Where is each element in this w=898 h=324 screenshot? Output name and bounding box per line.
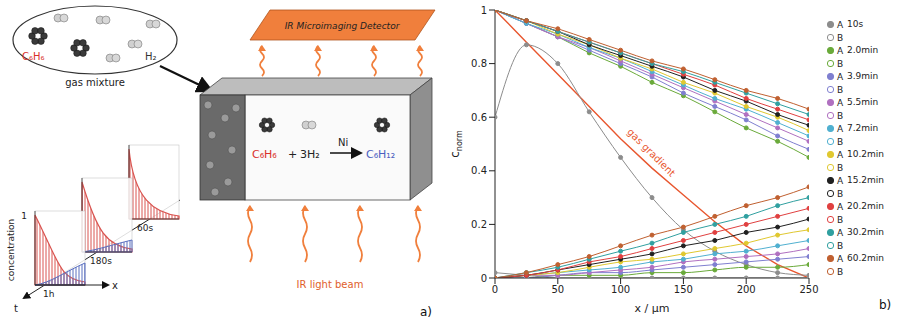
html-text:A: A [837,227,844,238]
html-text:20.2min: 20.2min [847,201,884,211]
svg-text:0: 0 [492,284,498,295]
svg-text:Ni: Ni [338,137,348,148]
html-text:A: A [837,201,844,212]
svg-text:cnorm: cnorm [448,130,464,158]
svg-text:0.6: 0.6 [471,112,487,123]
svg-text:t: t [14,303,18,314]
html-text:B: B [837,214,844,225]
html-text:30.2min: 30.2min [847,227,884,237]
svg-text:gas mixture: gas mixture [65,77,125,88]
html-text:10s: 10s [847,19,864,29]
svg-text:0.4: 0.4 [471,165,487,176]
html-text:B: B [837,110,844,121]
svg-text:1: 1 [481,5,487,16]
html-text:7.2min: 7.2min [847,123,879,133]
svg-text:H₂: H₂ [145,51,157,62]
html-text:3.9min: 3.9min [847,71,879,81]
svg-text:200: 200 [737,284,756,295]
svg-text:a): a) [420,305,432,319]
svg-text:50: 50 [551,284,564,295]
svg-text:IR Microimaging Detector: IR Microimaging Detector [285,21,401,31]
html-text:B: B [837,136,844,147]
html-text:B: B [837,58,844,69]
html-text:A: A [837,123,844,134]
html-text:60.2min: 60.2min [847,253,884,263]
html-text:B: B [837,162,844,173]
svg-text:x / µm: x / µm [635,302,670,315]
svg-text:1: 1 [21,211,27,221]
svg-text:C₆H₆: C₆H₆ [252,148,277,161]
html-text:B: B [837,188,844,199]
html-text:10.2min: 10.2min [847,149,884,159]
svg-text:60s: 60s [137,223,153,233]
html-text:B: B [837,84,844,95]
html-text:B: B [837,266,844,277]
html-text:B: B [837,240,844,251]
svg-text:100: 100 [611,284,630,295]
html-text:A: A [837,149,844,160]
svg-text:+: + [288,148,297,161]
html-text:b): b) [879,298,892,312]
svg-text:IR light beam: IR light beam [297,279,364,290]
svg-text:1h: 1h [43,289,54,299]
svg-text:0.2: 0.2 [471,219,487,230]
html-text:A: A [837,45,844,56]
svg-text:x: x [112,280,118,291]
svg-text:C₆H₆: C₆H₆ [22,51,45,62]
svg-text:gas gradient: gas gradient [625,126,677,178]
svg-text:250: 250 [799,284,818,295]
svg-text:0: 0 [481,273,487,284]
html-text:A: A [837,19,844,30]
html-text:5.5min: 5.5min [847,97,879,107]
html-text:A: A [837,97,844,108]
html-text:A: A [837,175,844,186]
svg-text:180s: 180s [90,256,112,266]
svg-text:C₆H₁₂: C₆H₁₂ [366,148,395,161]
html-text:A: A [837,71,844,82]
html-text:B: B [837,32,844,43]
svg-text:3H₂: 3H₂ [300,148,320,161]
svg-text:150: 150 [674,284,693,295]
html-text:2.0min: 2.0min [847,45,879,55]
html-text:A: A [837,253,844,264]
svg-text:0.8: 0.8 [471,58,487,69]
html-text:15.2min: 15.2min [847,175,884,185]
svg-text:concentration: concentration [6,219,16,281]
